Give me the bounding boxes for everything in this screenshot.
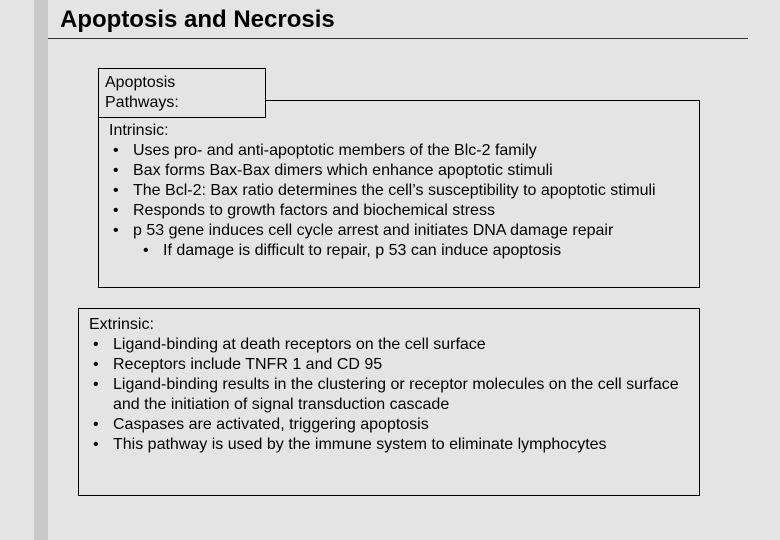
list-item: Uses pro- and anti-apoptotic members of … [109, 141, 689, 161]
page-title: Apoptosis and Necrosis [60, 6, 335, 34]
intrinsic-heading: Intrinsic: [109, 121, 689, 141]
extrinsic-list: Ligand-binding at death receptors on the… [89, 335, 689, 455]
list-item: The Bcl-2: Bax ratio determines the cell… [109, 181, 689, 201]
intrinsic-list: Uses pro- and anti-apoptotic members of … [109, 141, 689, 261]
slide: Apoptosis and Necrosis Apoptosis Pathway… [0, 0, 780, 540]
list-item-text: Uses pro- and anti-apoptotic members of … [133, 142, 537, 159]
list-item: This pathway is used by the immune syste… [89, 435, 689, 455]
list-subitem: If damage is difficult to repair, p 53 c… [139, 241, 689, 261]
list-item-text: If damage is difficult to repair, p 53 c… [163, 242, 561, 259]
list-item-text: Bax forms Bax-Bax dimers which enhance a… [133, 162, 553, 179]
list-item: Receptors include TNFR 1 and CD 95 [89, 355, 689, 375]
list-item: Responds to growth factors and biochemic… [109, 201, 689, 221]
list-item-text: This pathway is used by the immune syste… [113, 436, 607, 453]
list-item-text: Receptors include TNFR 1 and CD 95 [113, 356, 382, 373]
list-item: Caspases are activated, triggering apopt… [89, 415, 689, 435]
extrinsic-heading: Extrinsic: [89, 315, 689, 335]
pathways-label-line2: Pathways: [105, 93, 259, 113]
list-item-text: Ligand-binding results in the clustering… [113, 376, 679, 413]
pathways-label-line1: Apoptosis [105, 73, 259, 93]
list-item-text: Responds to growth factors and biochemic… [133, 202, 495, 219]
list-item-text: Caspases are activated, triggering apopt… [113, 416, 429, 433]
list-item: Ligand-binding at death receptors on the… [89, 335, 689, 355]
list-item-text: The Bcl-2: Bax ratio determines the cell… [133, 182, 656, 199]
extrinsic-box: Extrinsic: Ligand-binding at death recep… [78, 308, 700, 496]
intrinsic-box: Intrinsic: Uses pro- and anti-apoptotic … [98, 100, 700, 288]
decorative-strip-dark [34, 0, 48, 540]
pathways-label-box: Apoptosis Pathways: [98, 68, 266, 118]
list-item: Bax forms Bax-Bax dimers which enhance a… [109, 161, 689, 181]
list-item: p 53 gene induces cell cycle arrest and … [109, 221, 689, 261]
list-item: Ligand-binding results in the clustering… [89, 375, 689, 415]
list-item-text: Ligand-binding at death receptors on the… [113, 336, 486, 353]
decorative-strip-light [0, 0, 34, 540]
title-underline [48, 38, 748, 39]
list-item-text: p 53 gene induces cell cycle arrest and … [133, 222, 613, 239]
